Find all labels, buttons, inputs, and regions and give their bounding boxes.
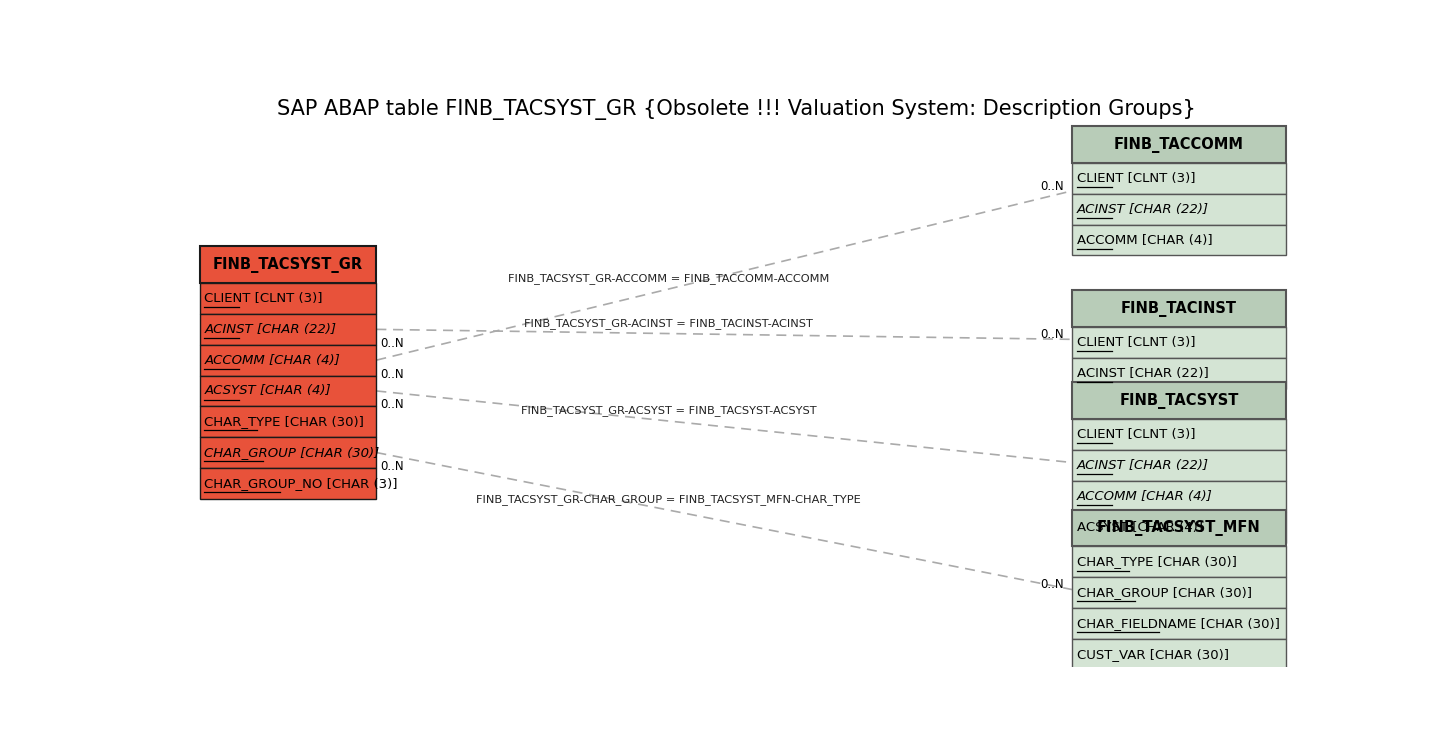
Text: CLIENT [CLNT (3)]: CLIENT [CLNT (3)] xyxy=(1078,336,1196,349)
Bar xyxy=(1072,512,1286,542)
Bar xyxy=(1072,163,1286,194)
Bar xyxy=(200,437,376,468)
Text: 0..N: 0..N xyxy=(381,398,404,411)
Text: ACSYST [CHAR (4)]: ACSYST [CHAR (4)] xyxy=(204,384,331,398)
Text: FINB_TACSYST_GR-ACSYST = FINB_TACSYST-ACSYST: FINB_TACSYST_GR-ACSYST = FINB_TACSYST-AC… xyxy=(520,405,816,416)
Bar xyxy=(200,407,376,437)
Bar xyxy=(200,375,376,407)
Text: ACCOMM [CHAR (4)]: ACCOMM [CHAR (4)] xyxy=(204,354,341,367)
Text: ACSYST [CHAR (4)]: ACSYST [CHAR (4)] xyxy=(1078,521,1203,534)
Bar xyxy=(1072,481,1286,512)
Bar xyxy=(1072,577,1286,608)
Text: FINB_TACSYST_GR-ACINST = FINB_TACINST-ACINST: FINB_TACSYST_GR-ACINST = FINB_TACINST-AC… xyxy=(525,318,813,329)
Text: FINB_TACSYST_GR: FINB_TACSYST_GR xyxy=(213,257,364,273)
Text: FINB_TACINST: FINB_TACINST xyxy=(1121,300,1237,317)
Text: CHAR_TYPE [CHAR (30)]: CHAR_TYPE [CHAR (30)] xyxy=(204,415,364,428)
Text: ACINST [CHAR (22)]: ACINST [CHAR (22)] xyxy=(1078,367,1209,380)
Text: 0..N: 0..N xyxy=(381,337,404,350)
Text: SAP ABAP table FINB_TACSYST_GR {Obsolete !!! Valuation System: Description Group: SAP ABAP table FINB_TACSYST_GR {Obsolete… xyxy=(277,99,1196,120)
Bar xyxy=(1072,509,1286,547)
Bar xyxy=(1072,194,1286,225)
Text: ACCOMM [CHAR (4)]: ACCOMM [CHAR (4)] xyxy=(1078,234,1213,246)
Text: FINB_TACSYST: FINB_TACSYST xyxy=(1119,393,1239,409)
Text: CUST_VAR [CHAR (30)]: CUST_VAR [CHAR (30)] xyxy=(1078,648,1229,661)
Text: 0..N: 0..N xyxy=(381,460,404,473)
Bar xyxy=(200,468,376,499)
Bar xyxy=(1072,419,1286,450)
Text: FINB_TACSYST_GR-ACCOMM = FINB_TACCOMM-ACCOMM: FINB_TACSYST_GR-ACCOMM = FINB_TACCOMM-AC… xyxy=(509,273,829,285)
Text: CHAR_GROUP [CHAR (30)]: CHAR_GROUP [CHAR (30)] xyxy=(1078,586,1252,599)
Text: CHAR_GROUP_NO [CHAR (3)]: CHAR_GROUP_NO [CHAR (3)] xyxy=(204,477,398,490)
Text: ACINST [CHAR (22)]: ACINST [CHAR (22)] xyxy=(1078,459,1209,472)
Text: 0..N: 0..N xyxy=(1040,578,1063,592)
Text: ACCOMM [CHAR (4)]: ACCOMM [CHAR (4)] xyxy=(1078,490,1213,503)
Bar xyxy=(1072,225,1286,255)
Text: 0..N: 0..N xyxy=(1040,180,1063,192)
Text: ACINST [CHAR (22)]: ACINST [CHAR (22)] xyxy=(204,323,336,336)
Bar xyxy=(1072,639,1286,670)
Text: FINB_TACSYST_MFN: FINB_TACSYST_MFN xyxy=(1096,520,1260,536)
Bar xyxy=(200,283,376,314)
Text: CHAR_TYPE [CHAR (30)]: CHAR_TYPE [CHAR (30)] xyxy=(1078,556,1237,568)
Text: CLIENT [CLNT (3)]: CLIENT [CLNT (3)] xyxy=(1078,428,1196,441)
Bar xyxy=(1072,608,1286,639)
Bar xyxy=(1072,358,1286,389)
Bar xyxy=(1072,547,1286,577)
Text: FINB_TACCOMM: FINB_TACCOMM xyxy=(1114,136,1244,153)
Bar xyxy=(1072,327,1286,358)
Bar xyxy=(200,345,376,375)
Text: CHAR_FIELDNAME [CHAR (30)]: CHAR_FIELDNAME [CHAR (30)] xyxy=(1078,617,1280,630)
Text: 0..N: 0..N xyxy=(381,368,404,380)
Text: FINB_TACSYST_GR-CHAR_GROUP = FINB_TACSYST_MFN-CHAR_TYPE: FINB_TACSYST_GR-CHAR_GROUP = FINB_TACSYS… xyxy=(476,494,861,506)
Text: CLIENT [CLNT (3)]: CLIENT [CLNT (3)] xyxy=(1078,172,1196,185)
Bar xyxy=(1072,290,1286,327)
Bar xyxy=(1072,450,1286,481)
Bar xyxy=(1072,126,1286,163)
Text: CLIENT [CLNT (3)]: CLIENT [CLNT (3)] xyxy=(204,292,323,305)
Bar xyxy=(200,246,376,283)
Text: 0..N: 0..N xyxy=(1040,328,1063,342)
Text: CHAR_GROUP [CHAR (30)]: CHAR_GROUP [CHAR (30)] xyxy=(204,446,379,459)
Bar xyxy=(200,314,376,345)
Bar xyxy=(1072,383,1286,419)
Text: ACINST [CHAR (22)]: ACINST [CHAR (22)] xyxy=(1078,203,1209,216)
